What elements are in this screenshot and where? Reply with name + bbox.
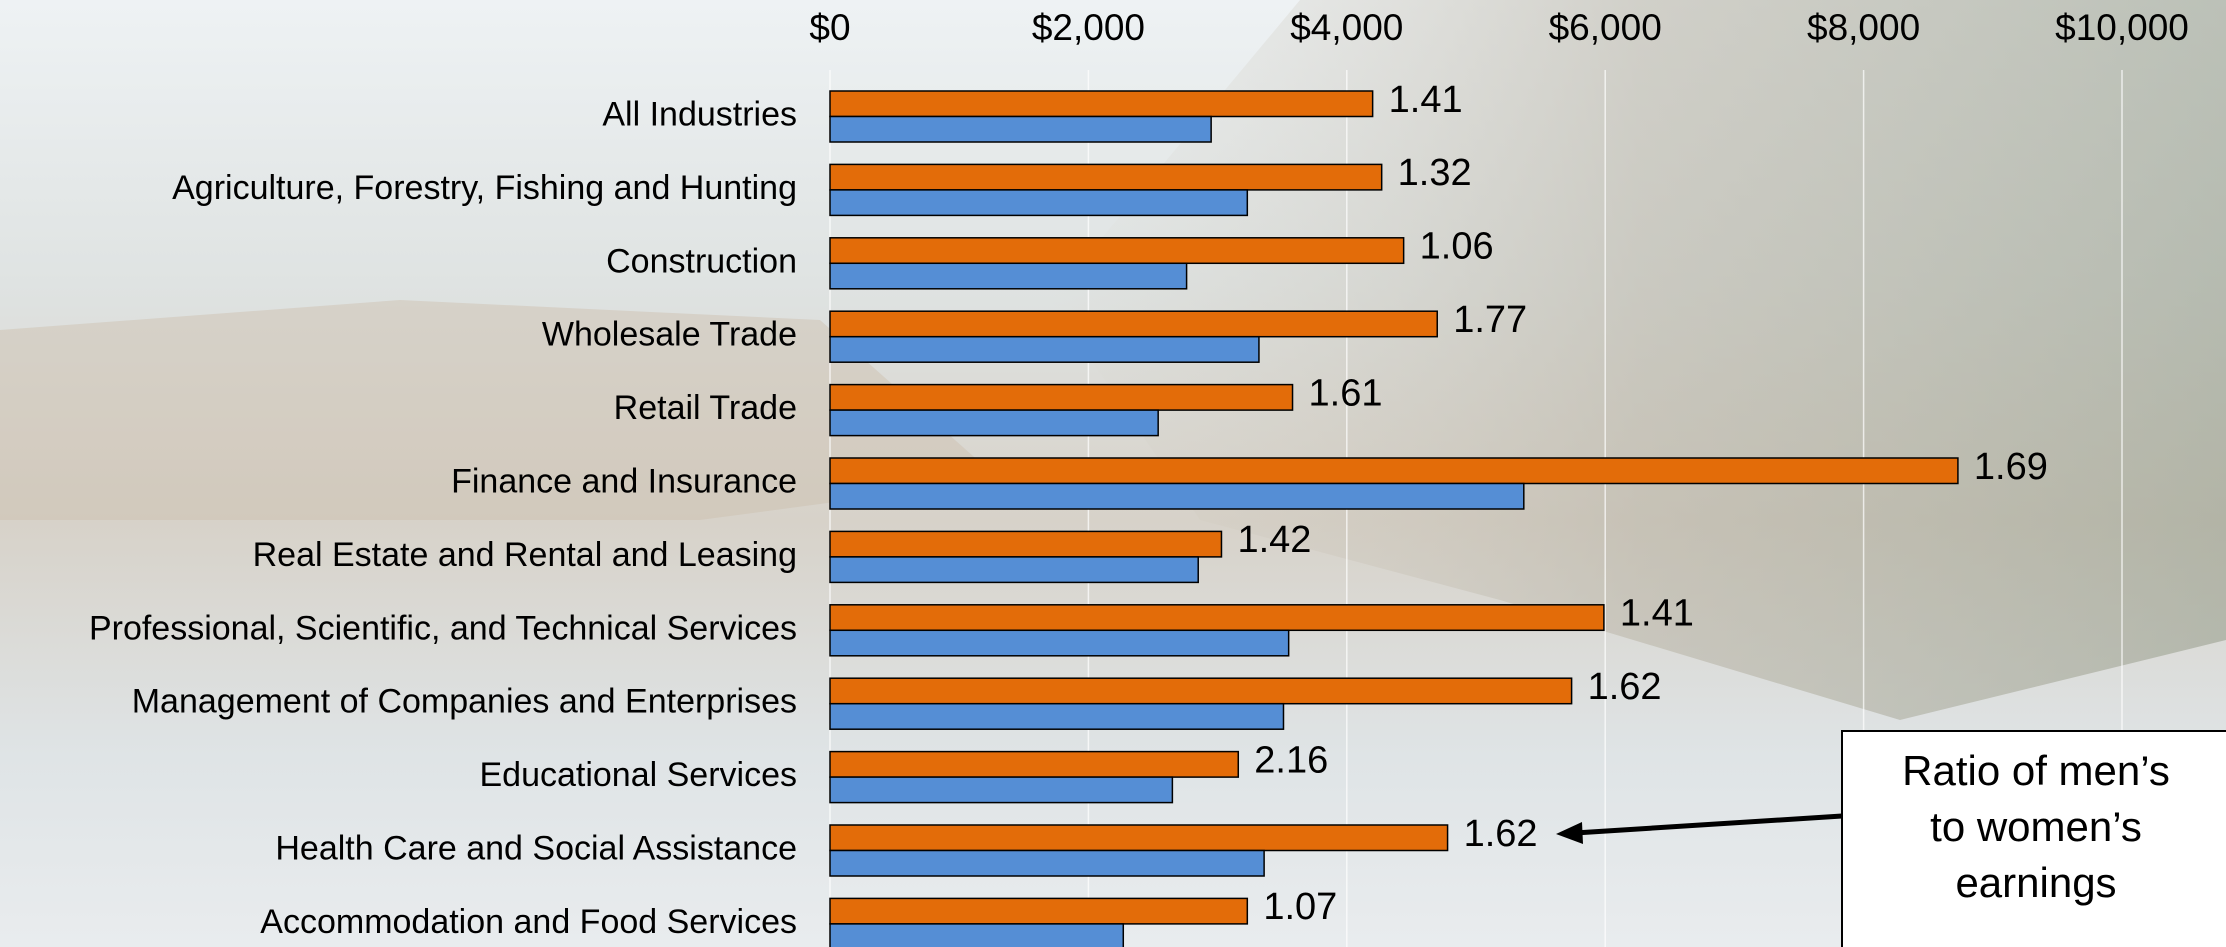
y-tick-label: Educational Services: [479, 756, 797, 794]
bar: [830, 91, 1373, 117]
bar: [830, 777, 1172, 803]
bar: [830, 630, 1289, 656]
bar: [830, 898, 1247, 924]
ratio-label: 1.42: [1237, 519, 1311, 561]
bar: [830, 851, 1264, 877]
y-tick-label: Management of Companies and Enterprises: [132, 683, 797, 721]
annotation-text: to women’s: [1930, 803, 2142, 850]
ratio-label: 1.32: [1398, 152, 1472, 194]
y-tick-label: Agriculture, Forestry, Fishing and Hunti…: [172, 169, 797, 207]
bar: [830, 825, 1448, 851]
x-tick-label: $2,000: [1032, 7, 1145, 48]
x-tick-label: $8,000: [1807, 7, 1920, 48]
x-tick-label: $0: [809, 7, 850, 48]
bar: [830, 337, 1259, 363]
bar: [830, 410, 1158, 436]
bar: [830, 752, 1238, 778]
bar: [830, 190, 1247, 216]
bar: [830, 704, 1283, 730]
bar: [830, 557, 1198, 583]
bar: [830, 263, 1187, 289]
y-tick-label: Retail Trade: [614, 389, 797, 427]
page: $0 $2,000 $4,000 $6,000 $8,000 $10,000 All Ind…: [0, 0, 2226, 947]
y-tick-label: Construction: [606, 242, 797, 280]
ratio-label: 1.77: [1453, 299, 1527, 341]
y-tick-label: Wholesale Trade: [542, 316, 797, 354]
x-tick-label: $6,000: [1549, 7, 1662, 48]
annotation-text: earnings: [1955, 859, 2116, 906]
y-tick-label: All Industries: [602, 95, 797, 133]
bar: [830, 484, 1524, 510]
bar: [830, 117, 1211, 143]
bar: [830, 678, 1572, 704]
bar: [830, 164, 1382, 190]
bar: [830, 311, 1437, 337]
ratio-label: 1.62: [1464, 813, 1538, 855]
bar: [830, 385, 1293, 411]
ratio-label: 1.41: [1620, 593, 1694, 635]
ratio-label: 1.61: [1309, 372, 1383, 414]
bar: [830, 605, 1604, 631]
bar: [830, 238, 1404, 263]
bar: [830, 924, 1123, 947]
y-tick-label: Real Estate and Rental and Leasing: [253, 536, 797, 574]
ratio-label: 1.41: [1389, 79, 1463, 121]
x-tick-label: $10,000: [2055, 7, 2189, 48]
y-tick-label: Professional, Scientific, and Technical …: [89, 609, 797, 647]
chart: $0 $2,000 $4,000 $6,000 $8,000 $10,000 All Ind…: [0, 0, 2226, 947]
y-tick-label: Health Care and Social Assistance: [275, 829, 797, 867]
bar: [830, 458, 1958, 484]
ratio-label: 2.16: [1254, 739, 1328, 781]
annotation-text: Ratio of men’s: [1902, 747, 2170, 794]
x-tick-label: $4,000: [1290, 7, 1403, 48]
ratio-label: 1.06: [1420, 226, 1494, 268]
ratio-label: 1.07: [1263, 886, 1337, 928]
ratio-label: 1.69: [1974, 446, 2048, 488]
bar: [830, 531, 1221, 557]
y-tick-label: Finance and Insurance: [451, 462, 797, 500]
ratio-label: 1.62: [1588, 666, 1662, 708]
y-tick-label: Accommodation and Food Services: [260, 903, 797, 941]
